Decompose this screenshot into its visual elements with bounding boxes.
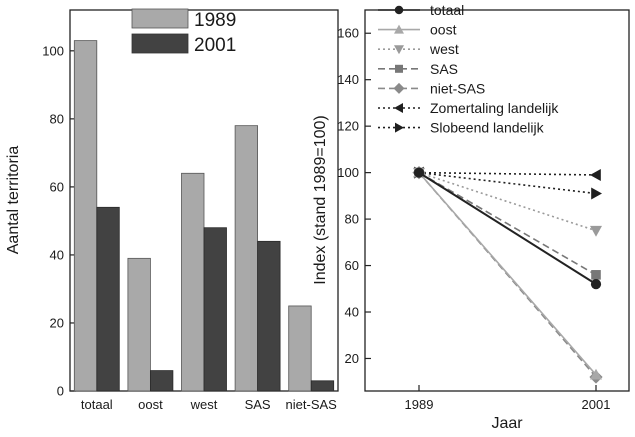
bar-y-tick-label: 0: [57, 384, 64, 399]
bar-chart-bars: [73, 40, 335, 392]
bar-y-tick-label: 40: [50, 247, 64, 262]
point-totaal-2001: [590, 279, 602, 290]
index-y-tick-label: 120: [337, 119, 359, 134]
legend-marker-slobeend-landelijk: [395, 122, 404, 133]
bar-y-tick-label: 100: [42, 43, 64, 58]
legend-label-oost: oost: [430, 22, 457, 38]
index-chart-y-axis-title: Index (stand 1989=100): [312, 115, 329, 284]
index-y-tick-label: 160: [337, 26, 359, 41]
point-sas-2001: [591, 270, 601, 280]
series-line-zomertaling-landelijk: [418, 171, 597, 176]
legend-marker-oost: [394, 24, 404, 34]
bar-x-tick-label-totaal: totaal: [81, 397, 113, 412]
legend-swatch-2001: [131, 33, 189, 54]
bar-y-tick-label: 20: [50, 315, 64, 330]
index-y-tick-label: 40: [345, 305, 359, 320]
point-totaal-1989: [413, 167, 425, 178]
bar-niet-sas-1989: [288, 305, 312, 392]
legend-swatch-1989: [131, 8, 189, 29]
bar-totaal-2001: [96, 206, 120, 392]
index-y-tick-label: 60: [345, 258, 359, 273]
index-x-tick-label: 1989: [405, 397, 434, 412]
bar-chart-x-ticks: totaal oost west SAS niet-SAS: [81, 385, 337, 412]
index-x-tick-label: 2001: [582, 397, 611, 412]
bar-chart-y-ticks: 0 20 40 60 80 100: [42, 43, 76, 399]
legend-marker-zomertaling-landelijk: [394, 103, 403, 113]
series-line-sas: [418, 171, 597, 276]
index-chart-series: [412, 166, 603, 384]
legend-label-niet-sas: niet-SAS: [430, 80, 485, 96]
index-chart-plot-frame: [364, 9, 630, 392]
legend-label-sas: SAS: [430, 61, 458, 77]
index-chart-x-ticks: 1989 2001: [405, 385, 611, 412]
legend-marker-sas: [395, 64, 403, 73]
bar-chart-y-axis-title: Aantal territoria: [5, 146, 22, 255]
index-chart-x-axis-title: Jaar: [491, 415, 523, 432]
point-zomertaling-landelijk-2001: [590, 168, 601, 181]
index-y-tick-label: 80: [345, 212, 359, 227]
legend-label-2001: 2001: [194, 35, 236, 56]
series-line-west: [418, 171, 597, 232]
point-slobeend-landelijk-2001: [591, 187, 602, 200]
bar-west-2001: [203, 227, 227, 392]
index-chart-legend: totaal oost west SAS niet-SAS Zomertaling lan…: [378, 2, 559, 136]
index-chart-y-ticks: 20 40 60 80 100 120 140 160: [337, 26, 371, 366]
bar-west-1989: [181, 172, 205, 392]
bar-x-tick-label-west: west: [190, 397, 218, 412]
legend-label-zomertaling-landelijk: Zomertaling landelijk: [430, 100, 559, 116]
bar-x-tick-label-niet-sas: niet-SAS: [286, 397, 338, 412]
bar-chart-legend: 1989 2001: [131, 8, 236, 56]
index-y-tick-label: 140: [337, 72, 359, 87]
bar-niet-sas-2001: [310, 380, 335, 392]
legend-label-slobeend-landelijk: Slobeend landelijk: [430, 120, 545, 136]
point-oost-2001: [590, 368, 602, 380]
bar-chart-panel: Aantal territoria 0 20 40 60 80 100 totaal oos…: [5, 8, 339, 412]
bar-totaal-1989: [73, 40, 98, 392]
index-chart-panel: Index (stand 1989=100) Jaar 20 40 60 80 100 1…: [312, 2, 630, 432]
bar-sas-1989: [234, 125, 259, 392]
index-y-tick-label: 100: [337, 165, 359, 180]
legend-marker-niet-sas: [393, 82, 405, 94]
point-west-2001: [590, 225, 602, 237]
series-line-oost: [418, 172, 597, 376]
legend-marker-west: [394, 45, 404, 55]
bar-oost-2001: [149, 370, 174, 392]
bar-y-tick-label: 60: [50, 179, 64, 194]
bar-x-tick-label-oost: oost: [138, 397, 163, 412]
bar-x-tick-label-sas: SAS: [245, 397, 271, 412]
legend-marker-totaal: [394, 5, 404, 15]
series-line-totaal: [418, 171, 597, 285]
bar-sas-2001: [257, 240, 281, 392]
legend-label-totaal: totaal: [430, 2, 464, 18]
legend-label-west: west: [429, 41, 459, 57]
bar-oost-1989: [127, 257, 151, 392]
legend-label-1989: 1989: [194, 10, 236, 31]
bar-y-tick-label: 80: [50, 111, 64, 126]
index-y-tick-label: 20: [345, 351, 359, 366]
